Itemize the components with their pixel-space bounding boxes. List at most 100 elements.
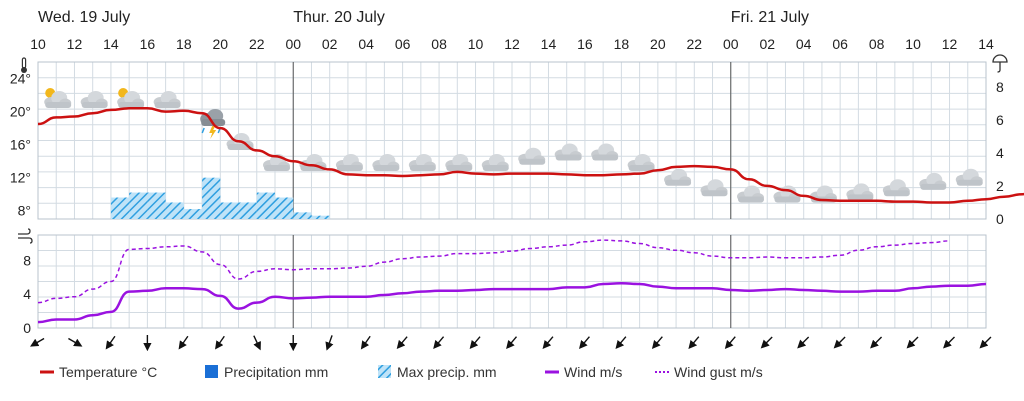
wind-direction-arrows <box>30 335 992 352</box>
temperature-tick-label: 16° <box>10 137 31 153</box>
wind-arrow-icon <box>68 337 83 347</box>
panel-frame <box>37 234 987 329</box>
cloud-base <box>665 179 692 186</box>
cloud-icon <box>445 154 473 171</box>
wind-arrow-icon <box>360 335 371 350</box>
cloud-shape <box>117 91 145 108</box>
cloud-icon <box>737 185 764 203</box>
hour-tick-label: 12 <box>942 36 958 52</box>
legend-item: Temperature °C <box>40 364 157 380</box>
cloud-shape <box>481 154 509 171</box>
cloud-shape <box>664 168 692 186</box>
legend-swatch-hatch <box>378 365 391 378</box>
partly-sunny-cloud-icon <box>44 88 72 108</box>
cloud-icon <box>335 154 363 171</box>
hour-tick-label: 08 <box>869 36 885 52</box>
hour-tick-label: 06 <box>832 36 848 52</box>
hour-tick-label: 00 <box>285 36 301 52</box>
precip-tick-label: 2 <box>996 178 1004 194</box>
precipitation-bars <box>110 177 330 219</box>
arrow-shaft <box>906 336 919 349</box>
panel-frame <box>37 61 987 220</box>
cloud-icon <box>518 147 546 165</box>
arrow-shaft <box>30 337 45 347</box>
cloud-shape <box>263 154 290 171</box>
cloud-icon <box>882 179 910 197</box>
cloud-base <box>519 158 546 165</box>
arrow-shaft <box>651 336 663 350</box>
arrow-shaft <box>105 335 116 350</box>
temperature-tick-label: 12° <box>10 170 31 186</box>
max-precip-bar <box>110 197 130 219</box>
wind-arrow-icon <box>396 336 408 350</box>
max-precip-bar <box>311 215 330 219</box>
day-label: Fri. 21 July <box>731 9 809 26</box>
wind-arrow-icon <box>469 336 481 350</box>
hour-tick-label: 10 <box>30 36 46 52</box>
hour-tick-label: 10 <box>905 36 921 52</box>
max-precip-bar <box>256 192 275 219</box>
wind-arrow-icon <box>943 336 955 349</box>
cloud-shape <box>627 154 655 171</box>
cloud-icon <box>591 143 619 161</box>
cloud-icon <box>554 143 582 161</box>
rain-drop <box>201 127 205 134</box>
cloud-shape <box>80 91 108 108</box>
umbrella-icon <box>992 54 1008 73</box>
day-label: Thur. 20 July <box>293 9 385 26</box>
cloud-shape <box>591 143 619 161</box>
legend-item: Wind gust m/s <box>655 364 763 380</box>
cloud-shape <box>554 143 582 161</box>
cloud-shape <box>700 179 728 197</box>
hour-tick-label: 04 <box>358 36 374 52</box>
hour-tick-label: 06 <box>395 36 411 52</box>
wind-arrow-icon <box>760 336 773 349</box>
hour-tick-label: 20 <box>213 36 229 52</box>
cloud-shape <box>153 91 181 108</box>
max-precip-bar <box>275 197 294 219</box>
arrow-shaft <box>542 336 554 350</box>
hour-tick-label: 18 <box>614 36 630 52</box>
temperature-precip-panel: 8° 12° 16° 20° 24° 0 2 4 6 8 <box>10 61 1024 227</box>
cloud-icon <box>919 172 947 190</box>
wind-axis-ticks: 0 4 8 <box>23 252 31 336</box>
hour-tick-label: 10 <box>468 36 484 52</box>
cloud-icon <box>955 168 983 186</box>
arrow-shaft <box>833 336 846 349</box>
cloud-icon <box>408 154 436 171</box>
wind-gust-line <box>37 239 950 304</box>
cloud-base <box>118 102 145 108</box>
wind-tick-label: 0 <box>23 320 31 336</box>
arrow-shaft <box>215 335 225 350</box>
arrow-shaft <box>797 336 810 349</box>
arrow-shaft <box>760 336 773 349</box>
cloud-base <box>592 154 619 161</box>
cloud-base <box>920 183 947 190</box>
cloud-base <box>409 165 436 171</box>
precip-tick-label: 4 <box>996 145 1004 161</box>
max-precip-bar <box>129 192 148 219</box>
wind-tick-label: 4 <box>23 286 31 302</box>
hour-tick-label: 18 <box>176 36 192 52</box>
wind-arrow-icon <box>215 335 225 350</box>
hour-tick-label: 20 <box>650 36 666 52</box>
legend-item: Wind m/s <box>545 364 622 380</box>
legend: Temperature °C Precipitation mm Max precip… <box>40 364 763 380</box>
arrow-shaft <box>579 336 590 350</box>
cloud-base <box>482 165 509 171</box>
cloud-shape <box>372 154 400 171</box>
arrow-shaft <box>178 335 189 350</box>
cloud-icon <box>80 91 108 108</box>
cloud-base <box>628 165 655 171</box>
cloud-shape <box>518 147 546 165</box>
temperature-tick-label: 24° <box>10 71 31 87</box>
precip-tick-label: 8 <box>996 79 1004 95</box>
arrow-shaft <box>325 335 334 351</box>
day-label: Wed. 19 July <box>38 9 130 26</box>
hour-labels: 10 12 14 16 18 20 22 00 02 04 06 08 10 12 14 16 18 20 22 00… <box>30 36 994 52</box>
precip-tick-label: 6 <box>996 112 1004 128</box>
hour-tick-label: 12 <box>504 36 520 52</box>
wind-arrow-icon <box>579 336 590 350</box>
arrow-shaft <box>979 336 992 349</box>
